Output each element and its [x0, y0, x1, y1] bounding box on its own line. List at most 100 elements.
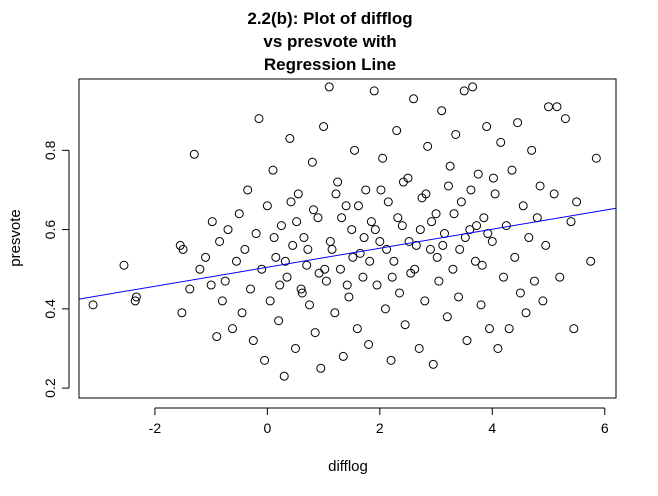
x-axis-label: difflog: [328, 458, 368, 475]
data-point: [314, 268, 324, 278]
data-point: [382, 244, 392, 254]
data-point: [337, 213, 347, 223]
data-point: [274, 316, 284, 326]
data-point: [292, 217, 302, 227]
data-point: [535, 181, 545, 191]
data-point: [513, 118, 523, 128]
regression-line: [78, 207, 617, 300]
data-point: [515, 288, 525, 298]
data-point: [487, 236, 497, 246]
data-point: [423, 141, 433, 151]
data-point: [572, 197, 582, 207]
data-point: [185, 284, 195, 294]
data-point: [510, 252, 520, 262]
data-point: [566, 217, 576, 227]
data-point: [352, 324, 362, 334]
chart-title-line-2: vs presvote with: [263, 32, 396, 51]
data-point: [324, 82, 334, 92]
data-point: [560, 114, 570, 124]
data-point: [501, 221, 511, 231]
data-point: [320, 264, 330, 274]
data-point: [507, 165, 517, 175]
data-point: [268, 165, 278, 175]
data-point: [335, 264, 345, 274]
data-point: [393, 213, 403, 223]
data-point: [532, 213, 542, 223]
data-point: [288, 240, 298, 250]
data-point: [499, 272, 509, 282]
data-point: [488, 173, 498, 183]
data-point: [529, 276, 539, 286]
data-point: [398, 177, 408, 187]
data-point: [223, 225, 233, 235]
x-tick-label: 0: [263, 420, 271, 436]
data-point: [307, 157, 317, 167]
data-point: [409, 94, 419, 104]
data-point: [521, 308, 531, 318]
data-point: [404, 236, 414, 246]
data-point: [466, 185, 476, 195]
data-point: [260, 355, 270, 365]
x-tick-label: 6: [601, 420, 609, 436]
data-point: [437, 106, 447, 116]
data-point: [206, 280, 216, 290]
data-point: [286, 197, 296, 207]
data-point: [380, 304, 390, 314]
data-point: [269, 233, 279, 243]
data-point: [459, 86, 469, 96]
data-point: [410, 264, 420, 274]
data-point: [400, 320, 410, 330]
data-point: [438, 240, 448, 250]
data-point: [341, 201, 351, 211]
data-point: [347, 225, 357, 235]
y-tick-label: 0.2: [42, 378, 58, 398]
x-axis: -2 0 2 4 6: [149, 407, 609, 436]
data-point: [490, 189, 500, 199]
data-point: [348, 252, 358, 262]
data-point: [297, 288, 307, 298]
data-point: [482, 122, 492, 132]
data-point: [524, 233, 534, 243]
data-point: [178, 244, 188, 254]
data-point: [414, 343, 424, 353]
data-point: [303, 244, 313, 254]
data-point: [280, 256, 290, 266]
data-point: [470, 256, 480, 266]
y-axis: 0.2 0.4 0.6 0.8: [42, 140, 70, 398]
data-point: [350, 145, 360, 155]
data-point: [358, 272, 368, 282]
y-tick-label: 0.4: [42, 299, 58, 319]
data-point: [389, 256, 399, 266]
data-point: [375, 236, 385, 246]
data-point: [234, 209, 244, 219]
data-point: [217, 296, 227, 306]
data-point: [549, 189, 559, 199]
data-point: [353, 201, 363, 211]
data-point: [333, 177, 343, 187]
data-point: [207, 217, 217, 227]
y-tick-label: 0.8: [42, 140, 58, 160]
data-point: [493, 343, 503, 353]
data-point: [366, 217, 376, 227]
data-point: [296, 284, 306, 294]
data-point: [465, 225, 475, 235]
data-point: [472, 221, 482, 231]
data-point: [119, 260, 129, 270]
data-point: [265, 296, 275, 306]
data-point: [325, 236, 335, 246]
data-point: [321, 276, 331, 286]
data-point: [397, 221, 407, 231]
data-point: [479, 213, 489, 223]
data-point: [428, 359, 438, 369]
data-point: [432, 252, 442, 262]
data-point: [484, 324, 494, 334]
data-point: [552, 102, 562, 112]
data-point: [468, 82, 478, 92]
data-point: [275, 280, 285, 290]
data-point: [262, 201, 272, 211]
plot-frame: [78, 78, 617, 399]
data-point: [462, 336, 472, 346]
data-point: [586, 256, 596, 266]
data-point: [131, 292, 141, 302]
data-point: [189, 149, 199, 159]
